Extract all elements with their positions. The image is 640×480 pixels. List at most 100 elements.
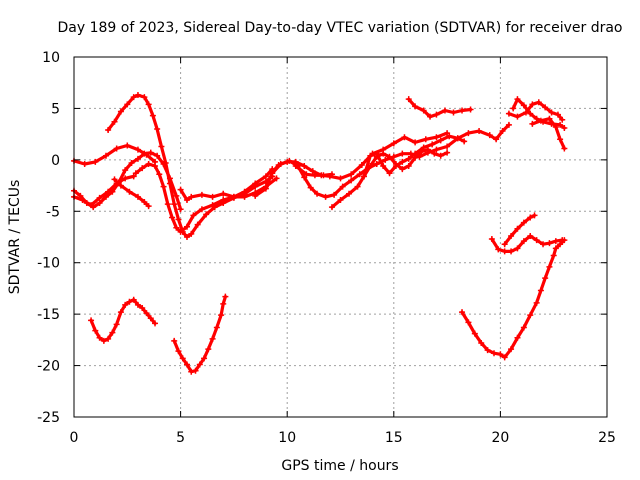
- data-point: [154, 126, 161, 132]
- data-point: [505, 121, 512, 128]
- data-point: [111, 176, 118, 183]
- data-series: [88, 296, 159, 344]
- data-point: [100, 337, 107, 344]
- data-point: [465, 130, 472, 137]
- data-point: [420, 107, 427, 114]
- data-point: [437, 137, 444, 144]
- data-point: [175, 216, 182, 223]
- data-point: [535, 99, 542, 106]
- data-point: [476, 128, 483, 135]
- data-point: [446, 133, 453, 140]
- data-point: [130, 173, 137, 180]
- data-point: [405, 155, 412, 162]
- data-point: [495, 246, 502, 253]
- y-tick-label: -10: [37, 256, 60, 272]
- data-point: [188, 193, 195, 200]
- data-point: [209, 202, 216, 209]
- data-point: [380, 163, 387, 170]
- data-point: [171, 337, 178, 344]
- data-point: [405, 163, 412, 170]
- data-series: [132, 160, 280, 235]
- data-point: [117, 108, 124, 115]
- data-point: [559, 116, 566, 123]
- data-point: [546, 115, 553, 122]
- data-point: [510, 105, 517, 112]
- series-line: [72, 174, 136, 207]
- data-point: [145, 203, 152, 210]
- data-point: [209, 335, 216, 342]
- data-point: [149, 112, 156, 119]
- chart-title: Day 189 of 2023, Sidereal Day-to-day VTE…: [57, 20, 622, 36]
- data-point: [514, 245, 521, 252]
- data-point: [471, 330, 478, 337]
- data-point: [346, 190, 353, 197]
- data-point: [322, 193, 329, 200]
- y-tick-label: -25: [37, 410, 60, 426]
- data-point: [160, 183, 167, 190]
- data-point: [139, 165, 146, 172]
- data-point: [169, 214, 176, 221]
- x-tick-label: 15: [385, 430, 403, 446]
- data-point: [175, 348, 182, 355]
- data-series: [405, 96, 474, 120]
- data-point: [173, 224, 180, 231]
- data-point: [162, 159, 169, 166]
- data-point: [113, 145, 120, 152]
- data-point: [461, 138, 468, 145]
- data-point: [386, 170, 393, 177]
- data-point: [348, 171, 355, 178]
- data-point: [546, 263, 553, 270]
- data-point: [220, 300, 227, 307]
- data-point: [105, 127, 112, 134]
- data-point: [328, 204, 335, 211]
- data-point: [548, 109, 555, 116]
- data-point: [277, 160, 284, 167]
- data-point: [141, 150, 148, 157]
- data-point: [459, 107, 466, 114]
- y-tick-labels: 10 5 0 -5 -10 -15 -20 -25: [37, 50, 60, 426]
- data-point: [218, 312, 225, 319]
- data-point: [192, 367, 199, 374]
- data-point: [105, 188, 112, 195]
- data-point: [122, 167, 129, 174]
- data-point: [337, 196, 344, 203]
- data-point: [444, 130, 451, 137]
- data-point: [198, 206, 205, 213]
- data-point: [552, 245, 559, 252]
- data-series: [292, 163, 335, 179]
- data-point: [128, 159, 135, 166]
- data-point: [459, 309, 466, 316]
- data-point: [241, 188, 248, 195]
- data-point: [152, 320, 159, 327]
- data-point: [177, 186, 184, 193]
- data-point: [493, 136, 500, 143]
- data-point: [262, 173, 269, 180]
- data-point: [166, 180, 173, 187]
- x-tick-label: 20: [491, 430, 509, 446]
- data-point: [542, 275, 549, 282]
- data-point: [203, 211, 210, 218]
- data-point: [399, 158, 406, 165]
- data-point: [354, 183, 361, 190]
- data-series: [488, 232, 566, 255]
- data-point: [88, 317, 95, 324]
- data-point: [514, 225, 521, 232]
- data-point: [499, 128, 506, 135]
- data-point: [358, 162, 365, 168]
- data-point: [550, 252, 557, 259]
- x-tick-label: 5: [176, 430, 185, 446]
- x-tick-label: 0: [70, 430, 79, 446]
- data-point: [134, 155, 141, 162]
- data-point: [96, 194, 103, 201]
- data-point: [533, 237, 540, 244]
- data-point: [145, 160, 152, 167]
- x-axis-label: GPS time / hours: [281, 458, 398, 474]
- data-point: [134, 301, 141, 308]
- data-point: [220, 190, 227, 197]
- data-point: [491, 350, 498, 357]
- data-point: [561, 145, 568, 152]
- data-point: [399, 166, 406, 173]
- data-point: [527, 232, 534, 239]
- data-point: [117, 182, 124, 189]
- data-point: [427, 113, 434, 120]
